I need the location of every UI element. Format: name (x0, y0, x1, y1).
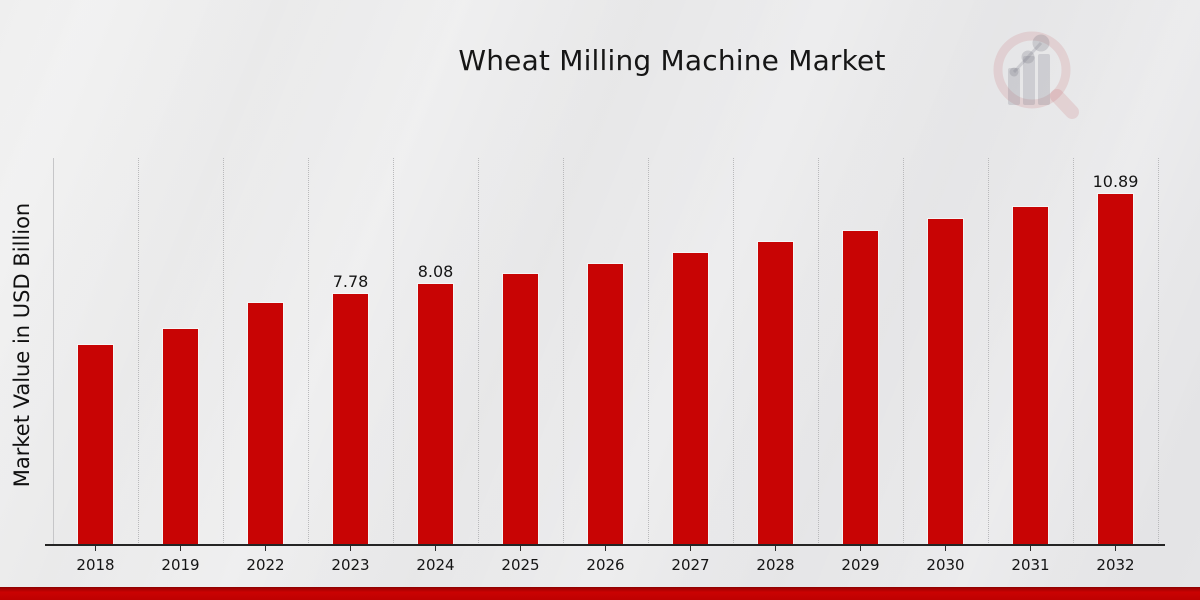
x-tick-label-2031: 2031 (1011, 556, 1050, 574)
x-tick-label-2023: 2023 (331, 556, 370, 574)
x-axis-tick (94, 546, 97, 551)
gridline (392, 158, 394, 545)
x-axis-tick (774, 546, 777, 551)
x-axis-tick (434, 546, 437, 551)
bar-2029 (842, 229, 879, 546)
x-axis-tick (349, 546, 352, 551)
bottom-red-band (0, 587, 1200, 600)
bar-2022 (247, 302, 284, 546)
x-axis-line (45, 544, 1165, 546)
gridline (1072, 158, 1074, 545)
y-axis-label: Market Value in USD Billion (10, 202, 34, 488)
gridline (987, 158, 989, 545)
bar-value-label-2023: 7.78 (332, 272, 369, 292)
chart-title: Wheat Milling Machine Market (458, 44, 886, 77)
x-axis-tick (859, 546, 862, 551)
gridline (732, 158, 734, 545)
x-axis-tick (944, 546, 947, 551)
bar-2025 (502, 273, 539, 546)
bar-2028 (757, 241, 794, 546)
x-tick-label-2028: 2028 (756, 556, 795, 574)
bar-2032 (1097, 192, 1134, 546)
bar-2031 (1012, 205, 1049, 546)
gridline (562, 158, 564, 545)
magnifier-bar-chart-logo-icon (993, 31, 1079, 119)
bar-value-label-2032: 10.89 (1092, 171, 1139, 191)
gridline (222, 158, 224, 545)
x-tick-label-2030: 2030 (926, 556, 965, 574)
x-tick-label-2018: 2018 (76, 556, 115, 574)
x-tick-label-2032: 2032 (1096, 556, 1135, 574)
gridline (817, 158, 819, 545)
x-axis-tick (179, 546, 182, 551)
x-tick-label-2027: 2027 (671, 556, 710, 574)
x-tick-label-2024: 2024 (416, 556, 455, 574)
bar-2027 (672, 252, 709, 546)
gridline (477, 158, 479, 545)
gridline (1157, 158, 1159, 545)
x-tick-label-2026: 2026 (586, 556, 625, 574)
x-axis-tick (689, 546, 692, 551)
x-tick-label-2019: 2019 (161, 556, 200, 574)
bar-2023 (332, 293, 369, 546)
gridline (647, 158, 649, 545)
x-axis-tick (604, 546, 607, 551)
x-axis-tick (519, 546, 522, 551)
bar-2019 (162, 328, 199, 546)
gridline (137, 158, 139, 545)
bar-2026 (587, 263, 624, 546)
x-tick-label-2022: 2022 (246, 556, 285, 574)
gridline (902, 158, 904, 545)
x-tick-label-2029: 2029 (841, 556, 880, 574)
bar-2018 (77, 344, 114, 546)
bar-2030 (927, 217, 964, 546)
x-axis-tick (264, 546, 267, 551)
x-axis-tick (1029, 546, 1032, 551)
gridline (307, 158, 309, 545)
x-axis-tick (1114, 546, 1117, 551)
bar-2024 (417, 283, 454, 546)
bar-value-label-2024: 8.08 (417, 262, 454, 282)
x-tick-label-2025: 2025 (501, 556, 540, 574)
y-axis-line (53, 158, 54, 545)
